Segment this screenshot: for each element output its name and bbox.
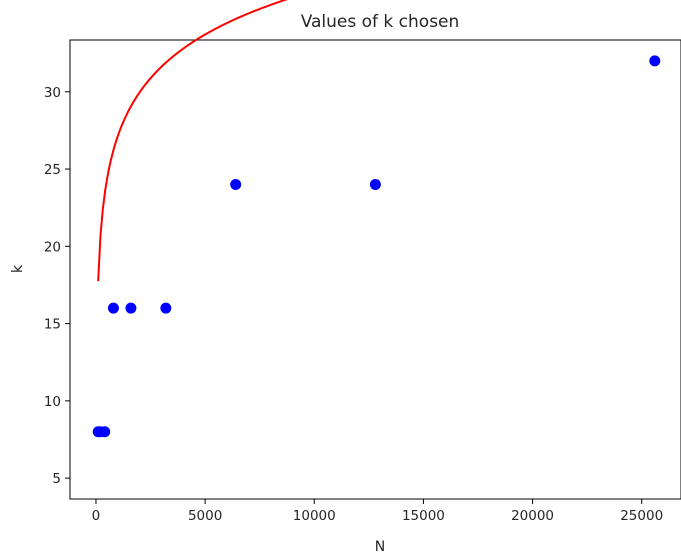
data-point	[649, 55, 661, 67]
y-axis-title: k	[10, 264, 26, 273]
chart-title: Values of k chosen	[301, 12, 460, 32]
y-tick-label: 15	[44, 317, 61, 333]
data-points-layer	[92, 55, 661, 438]
data-point	[160, 302, 172, 314]
x-tick-label: 20000	[511, 508, 554, 524]
x-axis-ticks: 0 5000 10000 15000 20000 25000	[92, 499, 663, 524]
data-point	[369, 179, 381, 190]
y-tick-label: 10	[44, 394, 61, 410]
x-tick-label: 5000	[188, 508, 222, 524]
x-tick-label: 0	[92, 508, 101, 524]
y-tick-label: 5	[52, 471, 61, 487]
data-point	[125, 302, 137, 314]
x-tick-label: 25000	[620, 508, 663, 524]
y-tick-label: 25	[44, 162, 61, 178]
fit-curve-layer	[97, 0, 288, 282]
y-tick-label: 30	[44, 85, 61, 101]
x-tick-label: 15000	[402, 508, 445, 524]
data-point	[99, 426, 111, 438]
x-axis-title: N	[375, 539, 385, 554]
data-point	[230, 179, 242, 190]
data-point	[107, 302, 119, 314]
plot-frame	[69, 39, 681, 500]
y-axis-ticks: 5 10 15 20 25 30	[44, 85, 70, 487]
x-tick-label: 10000	[293, 508, 336, 524]
fit-curve	[97, 0, 288, 282]
y-tick-label: 20	[44, 239, 61, 255]
